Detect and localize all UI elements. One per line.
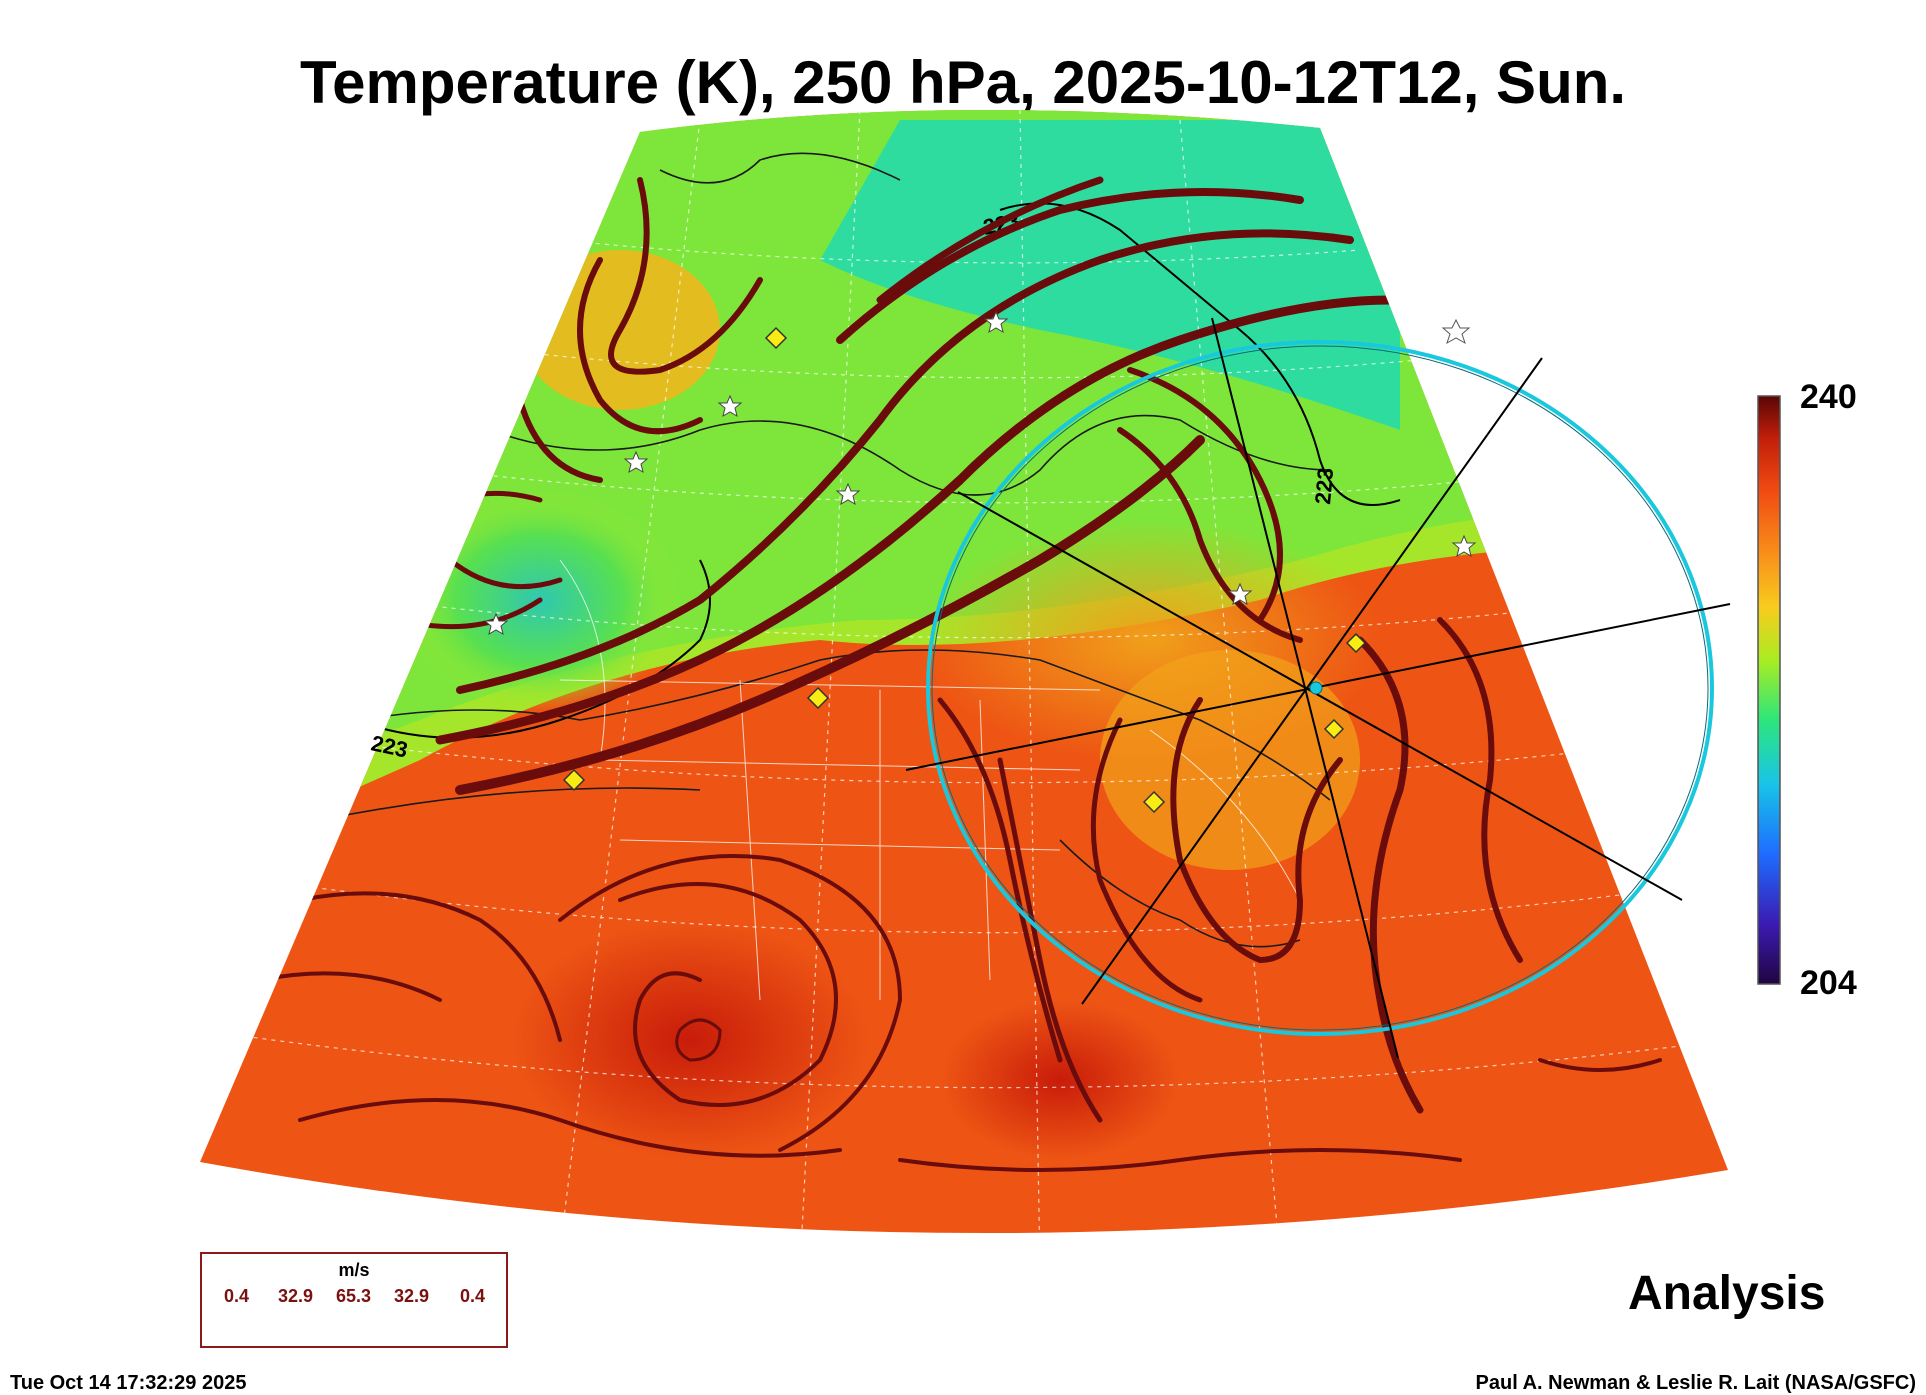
colorbar-max-label: 240 xyxy=(1800,378,1857,416)
map-title: Temperature (K), 250 hPa, 2025-10-12T12,… xyxy=(299,49,1627,116)
analysis-overlay xyxy=(905,317,1731,1059)
analysis-label: Analysis xyxy=(1628,1267,1826,1320)
legend-value: 65.3 xyxy=(336,1286,372,1306)
legend-unit: m/s xyxy=(338,1260,370,1280)
wind-legend: m/s 0.4 32.9 65.3 32.9 0.4 xyxy=(200,1252,508,1348)
contour-223 xyxy=(329,202,1401,739)
footer-credit: Paul A. Newman & Leslie R. Lait (NASA/GS… xyxy=(1475,1372,1916,1394)
yellow-diamond-markers xyxy=(562,326,1367,814)
colorbar xyxy=(1757,395,1781,985)
temperature-field xyxy=(200,109,1728,1234)
contour-label: 223 xyxy=(1310,467,1338,506)
legend-value: 32.9 xyxy=(278,1286,314,1306)
legend-value: 0.4 xyxy=(460,1286,486,1306)
white-star-markers xyxy=(483,310,1477,636)
legend-value: 0.4 xyxy=(224,1286,250,1306)
legend-value: 32.9 xyxy=(394,1286,430,1306)
footer-timestamp: Tue Oct 14 17:32:29 2025 xyxy=(10,1372,247,1394)
colorbar-min-label: 204 xyxy=(1800,964,1857,1002)
